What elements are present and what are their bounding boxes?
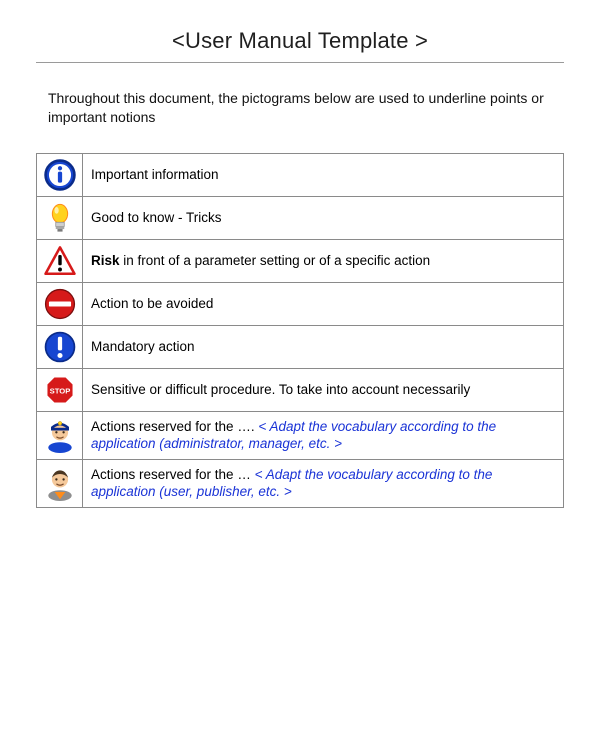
table-row: Important information bbox=[37, 153, 564, 196]
intro-paragraph: Throughout this document, the pictograms… bbox=[48, 89, 552, 127]
pictogram-description: Good to know - Tricks bbox=[83, 196, 564, 239]
admin-icon bbox=[37, 411, 83, 459]
bold-term: Risk bbox=[91, 253, 120, 268]
svg-text:STOP: STOP bbox=[49, 386, 70, 395]
pictogram-description: Mandatory action bbox=[83, 325, 564, 368]
table-row: Actions reserved for the … < Adapt the v… bbox=[37, 459, 564, 507]
table-row: Risk in front of a parameter setting or … bbox=[37, 239, 564, 282]
pictogram-description: Important information bbox=[83, 153, 564, 196]
stop-icon: STOP bbox=[37, 368, 83, 411]
table-row: STOP Sensitive or difficult procedure. T… bbox=[37, 368, 564, 411]
pictogram-description: Action to be avoided bbox=[83, 282, 564, 325]
table-row: Good to know - Tricks bbox=[37, 196, 564, 239]
bulb-icon bbox=[37, 196, 83, 239]
pictogram-description: Sensitive or difficult procedure. To tak… bbox=[83, 368, 564, 411]
description-text: Actions reserved for the …. bbox=[91, 419, 258, 434]
title-section: <User Manual Template > bbox=[36, 28, 564, 63]
description-text: Sensitive or difficult procedure. To tak… bbox=[91, 382, 470, 397]
mandatory-icon bbox=[37, 325, 83, 368]
description-text: Good to know - Tricks bbox=[91, 210, 222, 225]
pictogram-table: Important information Good to know - Tri… bbox=[36, 153, 564, 508]
description-text: Important information bbox=[91, 167, 219, 182]
pictogram-description: Actions reserved for the …. < Adapt the … bbox=[83, 411, 564, 459]
pictogram-description: Actions reserved for the … < Adapt the v… bbox=[83, 459, 564, 507]
warning-icon bbox=[37, 239, 83, 282]
description-text: in front of a parameter setting or of a … bbox=[120, 253, 431, 268]
table-row: Actions reserved for the …. < Adapt the … bbox=[37, 411, 564, 459]
user-icon bbox=[37, 459, 83, 507]
pictogram-description: Risk in front of a parameter setting or … bbox=[83, 239, 564, 282]
description-text: Actions reserved for the … bbox=[91, 467, 255, 482]
noentry-icon bbox=[37, 282, 83, 325]
table-row: Action to be avoided bbox=[37, 282, 564, 325]
info-icon bbox=[37, 153, 83, 196]
page-title: <User Manual Template > bbox=[172, 28, 428, 53]
description-text: Mandatory action bbox=[91, 339, 195, 354]
table-row: Mandatory action bbox=[37, 325, 564, 368]
description-text: Action to be avoided bbox=[91, 296, 213, 311]
